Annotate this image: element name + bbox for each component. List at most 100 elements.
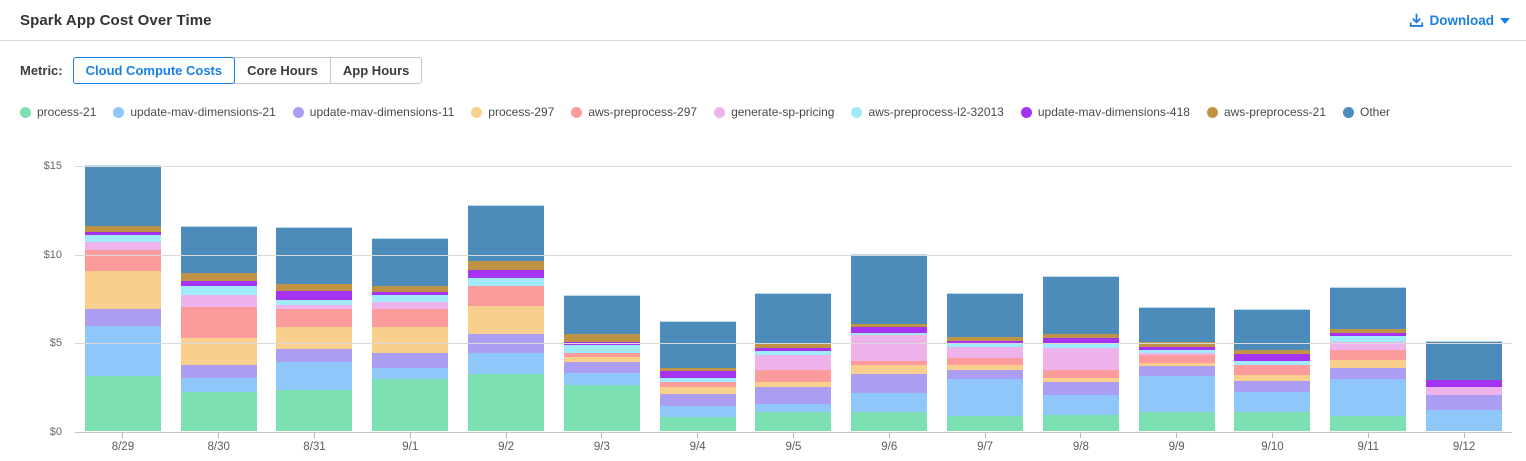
bar-segment-aws-preprocess-l2-32013[interactable] <box>947 343 1024 347</box>
bar-segment-update-mav-dimensions-21[interactable] <box>851 392 928 412</box>
bar-segment-process-297[interactable] <box>1330 360 1407 369</box>
bar-segment-generate-sp-pricing[interactable] <box>372 302 449 309</box>
bar-segment-update-mav-dimensions-21[interactable] <box>1234 392 1311 413</box>
bar-9-11[interactable] <box>1330 286 1407 431</box>
bar-segment-process-21[interactable] <box>1042 415 1119 431</box>
bar-segment-update-mav-dimensions-11[interactable] <box>84 308 161 326</box>
bar-segment-update-mav-dimensions-418[interactable] <box>1042 337 1119 345</box>
bar-segment-other[interactable] <box>180 226 257 274</box>
bar-segment-aws-preprocess-l2-32013[interactable] <box>180 285 257 295</box>
bar-segment-aws-preprocess-l2-32013[interactable] <box>563 345 640 354</box>
bar-9-12[interactable] <box>1426 340 1503 431</box>
bar-segment-generate-sp-pricing[interactable] <box>1138 353 1215 355</box>
bar-segment-aws-preprocess-l2-32013[interactable] <box>1330 336 1407 342</box>
bar-9-10[interactable] <box>1234 308 1311 431</box>
bar-segment-process-297[interactable] <box>755 382 832 387</box>
bar-segment-update-mav-dimensions-418[interactable] <box>1330 332 1407 337</box>
bar-segment-update-mav-dimensions-418[interactable] <box>659 370 736 378</box>
bar-segment-update-mav-dimensions-11[interactable] <box>1138 366 1215 377</box>
legend-item-update-mav-dimensions-11[interactable]: update-mav-dimensions-11 <box>292 105 454 119</box>
bar-segment-other[interactable] <box>755 292 832 344</box>
bar-segment-update-mav-dimensions-21[interactable] <box>1330 378 1407 416</box>
bar-9-4[interactable] <box>659 321 736 431</box>
bar-segment-update-mav-dimensions-418[interactable] <box>947 340 1024 344</box>
bar-segment-other[interactable] <box>851 253 928 324</box>
bar-segment-aws-preprocess-21[interactable] <box>1042 334 1119 338</box>
bar-segment-process-297[interactable] <box>1042 377 1119 383</box>
bar-segment-aws-preprocess-297[interactable] <box>755 369 832 383</box>
bar-segment-update-mav-dimensions-21[interactable] <box>1426 409 1503 431</box>
bar-segment-aws-preprocess-l2-32013[interactable] <box>1138 350 1215 354</box>
bar-segment-process-297[interactable] <box>1138 362 1215 367</box>
bar-segment-aws-preprocess-l2-32013[interactable] <box>276 299 353 306</box>
bar-segment-other[interactable] <box>659 321 736 369</box>
bar-segment-other[interactable] <box>947 292 1024 338</box>
bar-segment-update-mav-dimensions-418[interactable] <box>84 231 161 236</box>
bar-segment-aws-preprocess-l2-32013[interactable] <box>1234 361 1311 365</box>
bar-segment-other[interactable] <box>1426 340 1503 380</box>
bar-segment-generate-sp-pricing[interactable] <box>84 242 161 251</box>
bar-segment-process-21[interactable] <box>659 416 736 431</box>
legend-item-generate-sp-pricing[interactable]: generate-sp-pricing <box>714 105 834 119</box>
bar-segment-process-297[interactable] <box>563 357 640 362</box>
bar-segment-process-21[interactable] <box>84 376 161 431</box>
bar-segment-update-mav-dimensions-418[interactable] <box>1138 346 1215 351</box>
legend-item-aws-preprocess-21[interactable]: aws-preprocess-21 <box>1206 105 1326 119</box>
bar-segment-process-21[interactable] <box>1138 412 1215 431</box>
bar-segment-aws-preprocess-l2-32013[interactable] <box>468 277 545 286</box>
bar-segment-process-297[interactable] <box>468 306 545 335</box>
bar-segment-aws-preprocess-297[interactable] <box>180 306 257 338</box>
bar-9-9[interactable] <box>1138 306 1215 431</box>
bar-segment-process-21[interactable] <box>372 378 449 431</box>
bar-segment-update-mav-dimensions-11[interactable] <box>1234 381 1311 392</box>
bar-segment-update-mav-dimensions-418[interactable] <box>851 327 928 333</box>
bar-segment-aws-preprocess-297[interactable] <box>1138 354 1215 363</box>
bar-segment-update-mav-dimensions-21[interactable] <box>563 373 640 385</box>
bar-segment-aws-preprocess-21[interactable] <box>1330 329 1407 333</box>
bar-segment-other[interactable] <box>468 204 545 261</box>
bar-8-31[interactable] <box>276 227 353 431</box>
bar-segment-aws-preprocess-l2-32013[interactable] <box>1042 344 1119 348</box>
bar-segment-aws-preprocess-21[interactable] <box>563 333 640 342</box>
bar-segment-update-mav-dimensions-418[interactable] <box>468 269 545 278</box>
bar-segment-aws-preprocess-21[interactable] <box>947 337 1024 341</box>
bar-segment-update-mav-dimensions-11[interactable] <box>659 393 736 407</box>
bar-segment-update-mav-dimensions-11[interactable] <box>1042 382 1119 395</box>
bar-segment-generate-sp-pricing[interactable] <box>1330 341 1407 351</box>
bar-segment-aws-preprocess-21[interactable] <box>659 368 736 371</box>
bar-segment-update-mav-dimensions-21[interactable] <box>659 406 736 417</box>
bar-8-29[interactable] <box>84 165 161 431</box>
legend-item-process-297[interactable]: process-297 <box>471 105 554 119</box>
bar-8-30[interactable] <box>180 226 257 431</box>
bar-segment-generate-sp-pricing[interactable] <box>276 305 353 309</box>
bar-segment-process-21[interactable] <box>1330 415 1407 431</box>
bar-segment-update-mav-dimensions-11[interactable] <box>755 386 832 404</box>
bar-segment-update-mav-dimensions-21[interactable] <box>276 361 353 391</box>
bar-segment-update-mav-dimensions-11[interactable] <box>1330 368 1407 379</box>
bar-segment-update-mav-dimensions-21[interactable] <box>372 368 449 379</box>
bar-9-3[interactable] <box>563 294 640 431</box>
bar-9-8[interactable] <box>1042 275 1119 431</box>
bar-segment-aws-preprocess-21[interactable] <box>84 226 161 232</box>
bar-segment-update-mav-dimensions-418[interactable] <box>180 281 257 286</box>
bar-segment-aws-preprocess-21[interactable] <box>468 260 545 270</box>
bar-segment-process-297[interactable] <box>1234 375 1311 382</box>
bar-segment-aws-preprocess-21[interactable] <box>180 273 257 282</box>
bar-segment-process-21[interactable] <box>851 411 928 431</box>
bar-segment-aws-preprocess-297[interactable] <box>1234 364 1311 376</box>
bar-9-1[interactable] <box>372 237 449 431</box>
bar-segment-process-21[interactable] <box>563 384 640 431</box>
bar-segment-update-mav-dimensions-418[interactable] <box>276 290 353 300</box>
bar-segment-generate-sp-pricing[interactable] <box>947 346 1024 359</box>
legend-item-aws-preprocess-297[interactable]: aws-preprocess-297 <box>571 105 697 119</box>
bar-segment-update-mav-dimensions-21[interactable] <box>947 378 1024 416</box>
download-button[interactable]: Download <box>1409 13 1510 28</box>
bar-segment-update-mav-dimensions-11[interactable] <box>947 369 1024 379</box>
bar-segment-generate-sp-pricing[interactable] <box>1042 347 1119 370</box>
bar-segment-update-mav-dimensions-11[interactable] <box>563 361 640 374</box>
bar-segment-aws-preprocess-l2-32013[interactable] <box>372 295 449 303</box>
bar-9-2[interactable] <box>468 204 545 431</box>
bar-segment-other[interactable] <box>1330 286 1407 330</box>
bar-segment-aws-preprocess-21[interactable] <box>276 283 353 291</box>
bar-segment-aws-preprocess-297[interactable] <box>563 353 640 358</box>
